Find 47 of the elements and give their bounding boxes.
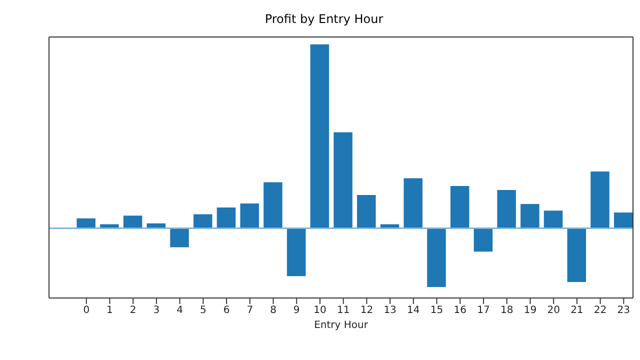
bar [544,210,563,228]
bar [216,208,236,228]
bar [310,44,330,228]
bar [240,203,259,228]
bar [264,182,282,228]
x-tick-label: 23 [617,305,630,316]
x-tick-label: 14 [407,305,420,316]
x-tick-label: 12 [360,305,374,316]
x-axis-title: Entry Hour [314,320,369,331]
x-tick-label: 22 [594,305,607,316]
x-tick-label: 2 [130,305,136,316]
x-tick-label: 4 [176,305,184,316]
x-tick-label: 0 [83,305,90,316]
bar [520,204,540,228]
bar [474,228,493,252]
x-tick-label: 15 [430,305,444,316]
bar [286,228,306,276]
bar [497,190,516,228]
x-tick-label: 3 [153,305,160,316]
x-tick-label: 19 [524,305,537,316]
bar [404,178,422,228]
bar [170,228,189,248]
x-tick-label: 5 [200,305,206,316]
bar [614,212,633,228]
bar [427,228,446,287]
x-tick-label: 6 [223,305,230,316]
bar [334,132,352,228]
x-tick-label: 9 [293,305,300,316]
bar [450,186,470,228]
x-tick-label: 11 [336,305,350,316]
x-tick-label: 16 [454,305,467,316]
x-tick-label: 10 [314,305,326,316]
x-tick-label: 8 [270,305,276,316]
bar [193,214,212,228]
chart-title: Profit by Entry Hour [264,12,384,26]
x-tick-label: 1 [106,305,113,316]
bar [76,218,96,228]
x-tick-label: 7 [246,305,254,316]
x-tick-label: 20 [547,305,560,316]
bar [590,171,610,228]
x-tick-label: 13 [384,305,396,316]
bar [357,195,376,228]
x-tick-label: 17 [477,305,490,316]
bar [123,216,142,228]
bar [567,228,586,282]
x-tick-label: 21 [570,305,584,316]
x-tick-label: 18 [500,305,514,316]
